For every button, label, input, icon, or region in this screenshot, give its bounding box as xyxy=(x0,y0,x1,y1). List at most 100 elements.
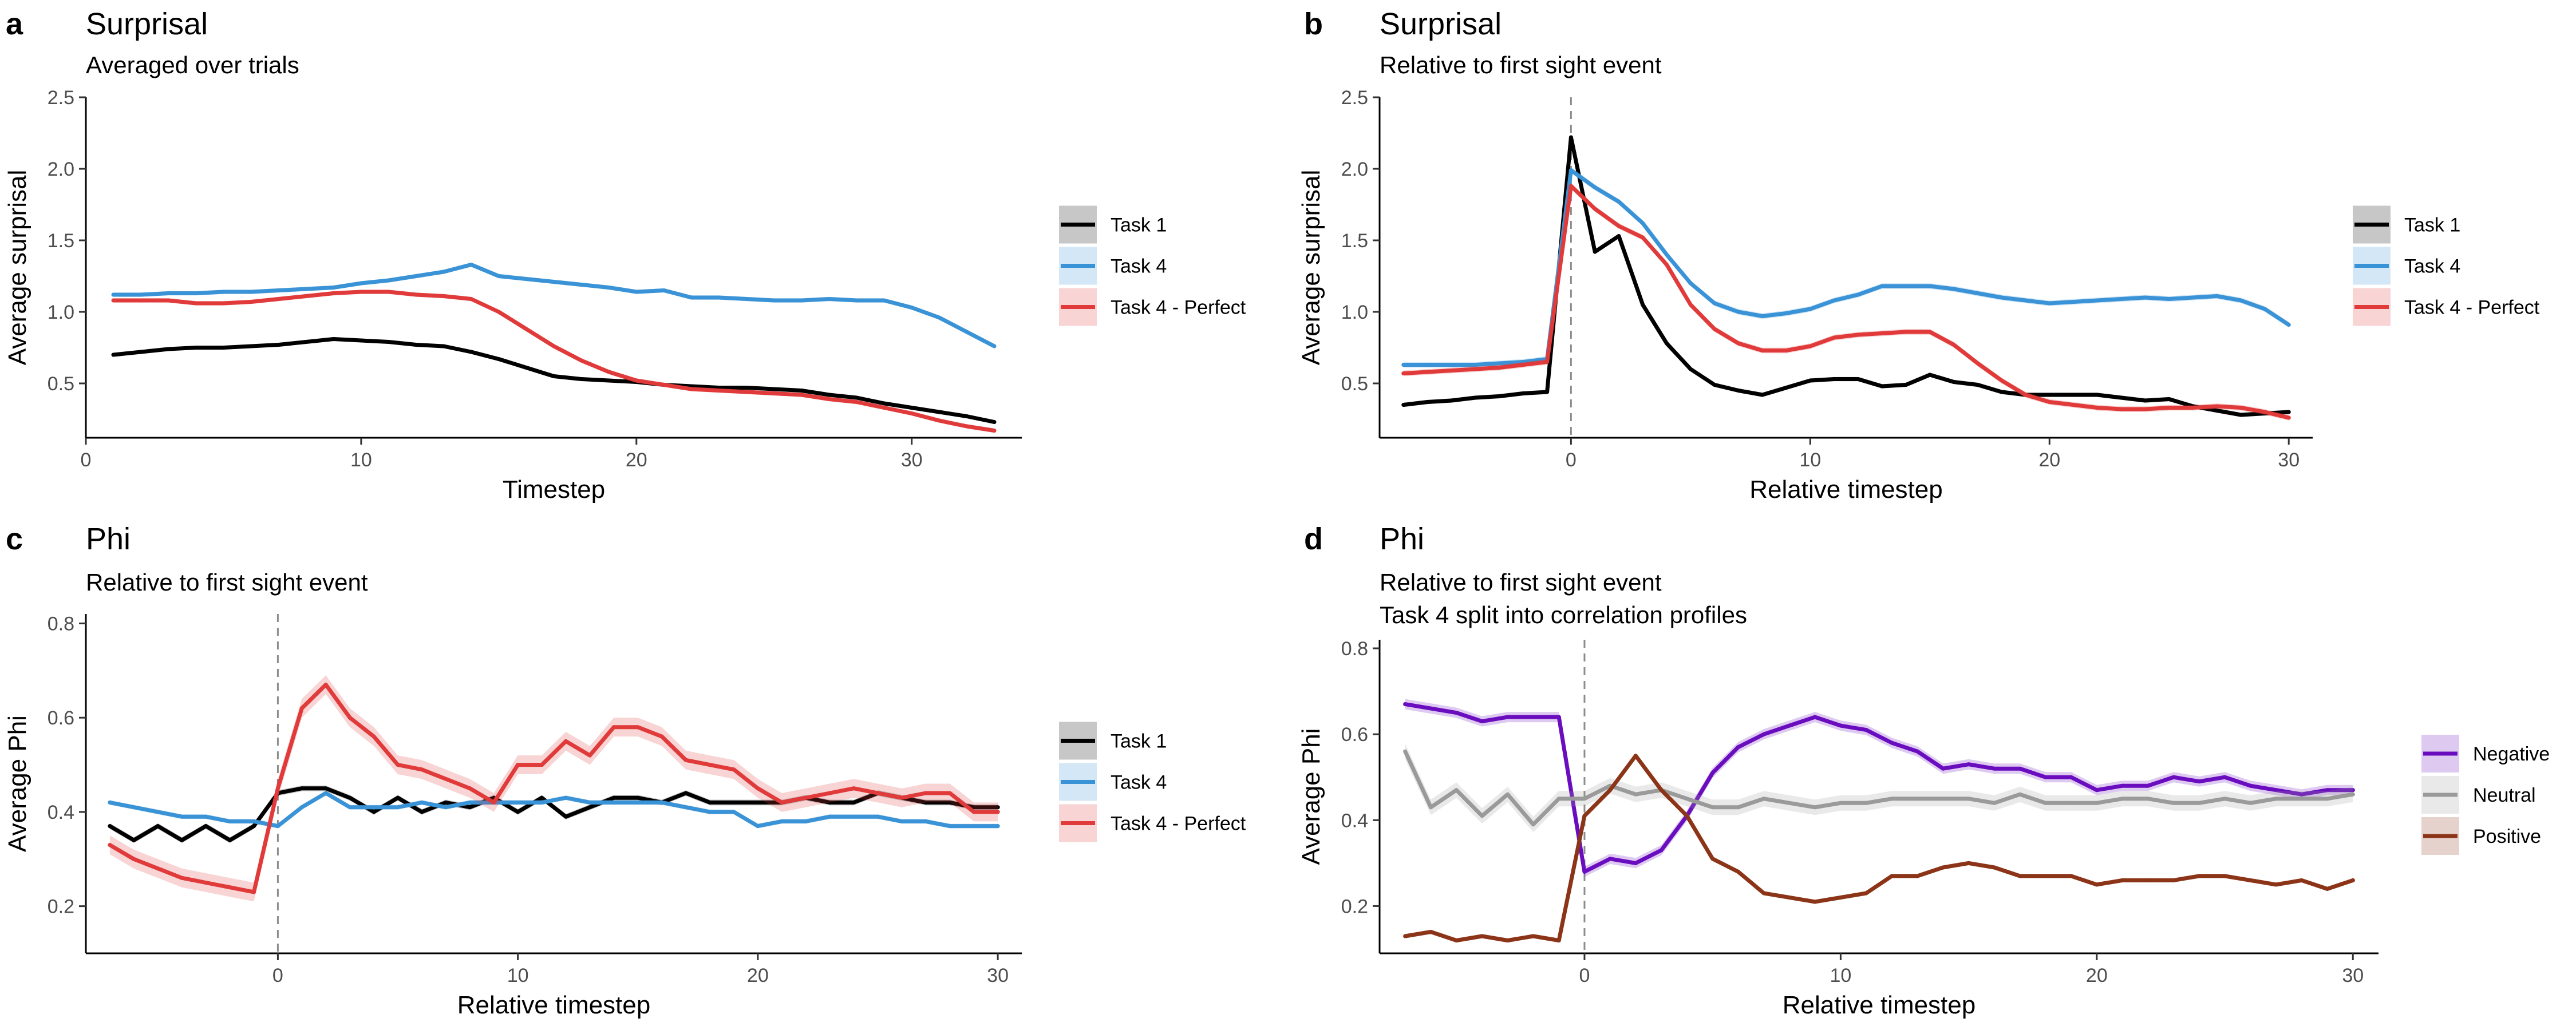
data-point-task-4 xyxy=(1880,284,1884,288)
data-point-task-4-perfect xyxy=(780,800,784,805)
x-tick-label: 0 xyxy=(272,965,283,987)
data-point-task-4-perfect xyxy=(744,390,749,394)
data-point-task-4-perfect xyxy=(444,777,448,781)
data-point-task-4-perfect xyxy=(228,885,232,890)
series-line-task-1 xyxy=(111,337,997,424)
data-point-negative xyxy=(2350,788,2355,793)
data-point-task-4-perfect xyxy=(386,290,391,294)
panel-subtitle: Relative to first sight event xyxy=(86,569,368,596)
data-point-task-4 xyxy=(659,800,664,805)
data-point-task-4-perfect xyxy=(299,706,304,711)
data-point-task-4-perfect xyxy=(331,291,336,295)
y-axis-label: Average Phi xyxy=(1297,728,1325,865)
data-point-task-4-perfect xyxy=(923,791,928,795)
data-point-task-4-perfect xyxy=(1497,366,1502,370)
data-point-positive xyxy=(2274,882,2278,887)
data-point-task-4 xyxy=(756,824,760,829)
data-point-task-1 xyxy=(1401,403,1406,407)
legend-item-task-1: Task 1 xyxy=(2353,205,2460,244)
data-point-task-4 xyxy=(166,291,171,295)
data-point-task-4 xyxy=(579,283,584,287)
data-point-task-4-perfect xyxy=(635,725,640,730)
data-point-task-1 xyxy=(611,795,616,800)
data-point-task-4-perfect xyxy=(611,725,616,730)
y-tick-label: 0.5 xyxy=(48,373,74,395)
data-point-neutral xyxy=(2325,797,2329,801)
data-point-task-4-perfect xyxy=(634,378,639,383)
data-point-task-4 xyxy=(876,814,880,819)
data-point-task-4 xyxy=(139,292,143,297)
data-point-task-4 xyxy=(396,805,400,810)
data-point-neutral xyxy=(1838,801,1843,805)
data-point-task-4-perfect xyxy=(659,734,664,739)
data-point-task-1 xyxy=(156,824,160,829)
data-point-negative xyxy=(2223,775,2227,779)
data-point-neutral xyxy=(1556,797,1561,801)
data-point-task-4-perfect xyxy=(441,294,446,298)
data-point-task-4-perfect xyxy=(852,786,856,791)
data-point-task-4 xyxy=(275,824,280,829)
panel-subtitle: Averaged over trials xyxy=(86,52,299,78)
y-axis-label: Average surprisal xyxy=(1297,170,1325,366)
data-point-positive xyxy=(1992,865,1997,870)
data-point-task-4-perfect xyxy=(1808,344,1812,348)
data-point-task-4 xyxy=(1425,363,1430,367)
data-point-task-4 xyxy=(2119,297,2124,301)
data-point-neutral xyxy=(1966,797,1971,801)
data-point-task-4 xyxy=(1808,307,1812,311)
data-point-negative xyxy=(2171,775,2176,779)
data-point-task-4 xyxy=(923,819,928,823)
data-point-task-1 xyxy=(579,377,584,381)
data-point-task-4 xyxy=(2095,298,2100,303)
data-point-neutral xyxy=(1454,788,1459,793)
data-point-task-4-perfect xyxy=(910,411,914,415)
y-tick-label: 0.5 xyxy=(1341,373,1368,395)
data-point-task-4 xyxy=(855,298,859,303)
data-point-task-1 xyxy=(1521,391,1526,395)
series-line-task-4 xyxy=(111,263,997,348)
data-point-task-4 xyxy=(971,824,976,829)
panel-subtitle: Relative to first sight event xyxy=(1380,52,1662,78)
panel-title: Phi xyxy=(86,522,131,556)
data-point-negative xyxy=(1966,762,1971,767)
data-point-negative xyxy=(2043,775,2048,779)
legend-item-task-4-perfect: Task 4 - Perfect xyxy=(1059,288,1246,326)
panel-c: c Phi Relative to first sight event 0.2 0.4 0… xyxy=(3,522,1246,1019)
data-point-task-1 xyxy=(108,824,112,829)
data-point-neutral xyxy=(1813,805,1818,810)
data-point-task-4-perfect xyxy=(420,767,424,772)
data-point-task-4-perfect xyxy=(1927,330,1932,334)
data-point-positive xyxy=(1710,857,1715,861)
data-point-task-4 xyxy=(2024,298,2028,303)
data-point-task-4-perfect xyxy=(1832,335,1836,340)
data-point-neutral xyxy=(1633,792,1638,797)
data-point-task-1 xyxy=(1927,373,1932,377)
data-point-negative xyxy=(1506,715,1510,719)
data-point-task-1 xyxy=(1617,234,1621,238)
data-point-task-4 xyxy=(744,297,749,301)
data-point-task-4 xyxy=(899,819,904,823)
y-tick-label: 0.8 xyxy=(1341,638,1368,660)
data-point-task-4 xyxy=(2215,294,2219,298)
data-point-positive xyxy=(1480,934,1484,938)
data-point-task-1 xyxy=(828,800,832,805)
data-point-task-4 xyxy=(732,810,736,814)
legend-item-task-1: Task 1 xyxy=(1059,722,1167,760)
data-point-task-1 xyxy=(347,795,352,800)
data-point-task-4 xyxy=(444,805,448,810)
data-point-positive xyxy=(1531,934,1535,938)
legend-label: Task 1 xyxy=(2404,215,2460,236)
data-point-task-4-perfect xyxy=(304,294,309,298)
data-point-task-1 xyxy=(414,343,418,347)
data-point-task-1 xyxy=(496,357,501,361)
data-point-task-4 xyxy=(828,814,832,819)
data-point-task-4 xyxy=(1904,284,1908,288)
data-point-task-4 xyxy=(1712,301,1717,306)
data-point-positive xyxy=(1915,874,1920,878)
panel-subtitle: Relative to first sight event xyxy=(1380,569,1662,596)
data-point-positive xyxy=(1454,938,1459,942)
data-point-task-1 xyxy=(111,352,116,357)
data-point-task-4-perfect xyxy=(496,310,501,314)
legend-label: Negative xyxy=(2473,743,2550,765)
data-point-task-1 xyxy=(204,824,208,829)
